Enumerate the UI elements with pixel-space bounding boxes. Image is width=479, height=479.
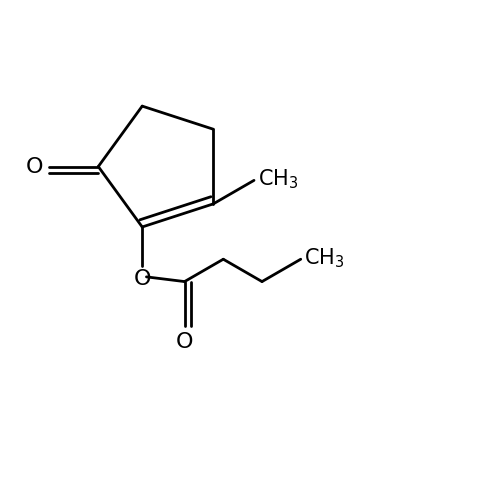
Text: CH$_3$: CH$_3$ — [258, 167, 298, 191]
Text: O: O — [134, 269, 151, 289]
Text: O: O — [176, 332, 194, 352]
Text: O: O — [26, 157, 43, 177]
Text: CH$_3$: CH$_3$ — [305, 246, 345, 270]
